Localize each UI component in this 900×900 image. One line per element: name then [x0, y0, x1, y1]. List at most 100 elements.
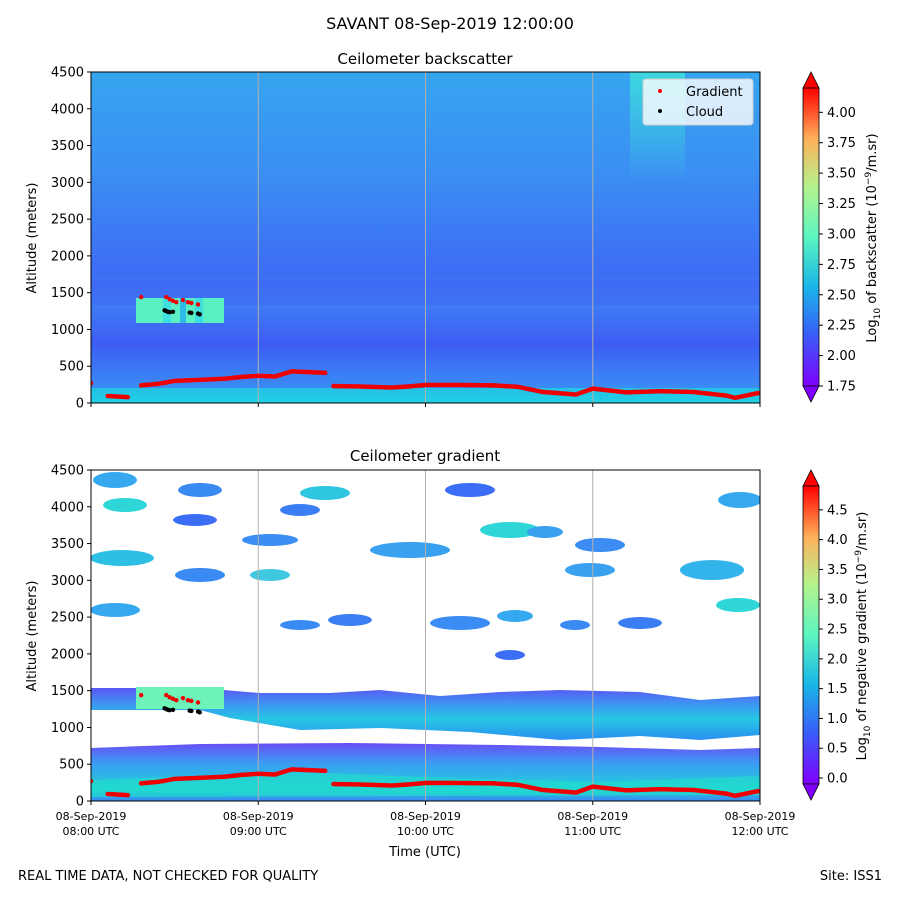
colorbar-tick-label: 3.75 [827, 136, 856, 151]
backscatter-colorbar-label: Log10 of backscatter (10−9/m.sr) [864, 133, 883, 342]
backscatter-panel: 0 500 1000 1500 2000 2500 3000 3500 4000 4500 Cei… [25, 50, 883, 412]
colorbar-tick-label: 3.50 [827, 167, 856, 182]
y-tick-label: 4500 [51, 66, 84, 81]
colorbar-tick-label: 2.75 [827, 258, 856, 273]
colorbar-tick-label: 2.25 [827, 319, 856, 334]
colorbar-tick-label: 0.0 [827, 772, 848, 787]
colorbar-tick-label: 0.5 [827, 742, 848, 757]
backscatter-x-axis [90, 403, 761, 407]
legend-gradient-label: Gradient [686, 85, 743, 100]
cloud-point [167, 309, 172, 315]
colorbar-tick-label: 1.75 [827, 380, 856, 395]
y-tick-label: 1000 [51, 721, 84, 736]
colorbar-extend-max [802, 71, 820, 89]
gradient-point [125, 394, 131, 400]
colorbar-tick-label: 4.5 [827, 503, 848, 518]
gradient-colorbar: 0.0 0.5 1.0 1.5 2.0 2.5 3.0 3.5 4.0 4.5 Log10 of … [802, 469, 873, 801]
gradient-point [164, 692, 169, 698]
gradient-point [180, 297, 186, 303]
colorbar-extend-max [802, 469, 820, 487]
gradient-point [174, 698, 179, 703]
colorbar-scale [802, 87, 820, 387]
y-tick-label: 3000 [51, 176, 84, 191]
y-tick-label: 1000 [51, 323, 84, 338]
gradient-x-label: Time (UTC) [388, 845, 461, 860]
y-tick-label: 4000 [51, 102, 84, 117]
colorbar-ticks: 0.0 0.5 1.0 1.5 2.0 2.5 3.0 3.5 4.0 4.5 [819, 503, 848, 787]
gradient-point [125, 792, 131, 798]
gradient-point [174, 300, 179, 305]
colorbar-tick-label: 2.5 [827, 623, 848, 638]
gradient-point [170, 298, 176, 303]
y-tick-label: 500 [59, 758, 84, 773]
colorbar-tick-label: 3.5 [827, 563, 848, 578]
cloud-point [197, 710, 202, 715]
x-tick-label: 11:00 UTC [564, 825, 621, 838]
gradient-point [189, 698, 194, 704]
x-tick-label: 12:00 UTC [731, 825, 788, 838]
x-tick-label: 08-Sep-2019 [56, 810, 127, 823]
y-tick-label: 4500 [51, 464, 84, 479]
colorbar-extend-min [802, 783, 820, 801]
colorbar-scale [802, 485, 820, 785]
gradient-panel: 0 500 1000 1500 2000 2500 3000 3500 4000 4500 08-… [25, 447, 873, 860]
x-tick-label: 08-Sep-2019 [390, 810, 461, 823]
y-tick-label: 2000 [51, 249, 84, 264]
colorbar-tick-label: 4.00 [827, 106, 856, 121]
y-tick-label: 2500 [51, 213, 84, 228]
gradient-title: Ceilometer gradient [350, 447, 500, 465]
colorbar-ticks: 1.75 2.00 2.25 2.50 2.75 3.00 3.25 3.50 3.75 4.00 [819, 106, 856, 395]
gradient-point [180, 695, 186, 701]
gradient-x-axis: 08-Sep-2019 08:00 UTC 08-Sep-2019 09:00 UTC… [56, 801, 796, 838]
backscatter-title: Ceilometer backscatter [337, 50, 513, 68]
cloud-point [167, 707, 172, 713]
colorbar-tick-label: 1.5 [827, 682, 848, 697]
gradient-point [322, 768, 328, 774]
colorbar-tick-label: 2.50 [827, 288, 856, 303]
site-label: Site: ISS1 [819, 869, 882, 884]
x-tick-label: 08-Sep-2019 [223, 810, 294, 823]
gradient-markers [91, 692, 760, 799]
gradient-point [138, 294, 144, 300]
x-tick-label: 10:00 UTC [397, 825, 454, 838]
y-tick-label: 3000 [51, 574, 84, 589]
x-tick-label: 08-Sep-2019 [725, 810, 796, 823]
y-tick-label: 2000 [51, 647, 84, 662]
cloud-point [189, 708, 194, 714]
gradient-point [755, 390, 760, 396]
x-tick-label: 08:00 UTC [62, 825, 119, 838]
backscatter-markers [91, 294, 760, 401]
colorbar-tick-label: 4.0 [827, 533, 848, 548]
colorbar-tick-label: 3.25 [827, 197, 856, 212]
cloud-point [197, 312, 202, 317]
gradient-grid [257, 470, 594, 801]
gradient-point [755, 788, 760, 794]
y-tick-label: 1500 [51, 286, 84, 301]
gradient-point [91, 380, 94, 386]
y-tick-label: 0 [76, 795, 84, 810]
gradient-point [195, 302, 201, 307]
x-tick-label: 08-Sep-2019 [557, 810, 628, 823]
legend-gradient-marker [658, 89, 662, 93]
colorbar-tick-label: 3.00 [827, 227, 856, 242]
gradient-point [167, 297, 172, 302]
colorbar-tick-label: 2.0 [827, 652, 848, 667]
colorbar-tick-label: 1.0 [827, 712, 848, 727]
gradient-point [189, 300, 194, 306]
gradient-point [185, 698, 191, 703]
x-tick-label: 09:00 UTC [230, 825, 287, 838]
backscatter-y-axis: 0 500 1000 1500 2000 2500 3000 3500 4000 4500 [51, 66, 91, 412]
gradient-point [91, 778, 94, 784]
legend-box [642, 78, 754, 126]
y-tick-label: 3500 [51, 537, 84, 552]
colorbar-tick-label: 3.0 [827, 593, 848, 608]
backscatter-y-label: Altitude (meters) [25, 183, 40, 294]
y-tick-label: 0 [76, 397, 84, 412]
figure-title: SAVANT 08-Sep-2019 12:00:00 [326, 14, 574, 33]
cloud-point [170, 309, 176, 314]
gradient-point [185, 300, 191, 305]
legend-cloud-label: Cloud [686, 105, 723, 120]
cloud-point [170, 707, 176, 712]
y-tick-label: 2500 [51, 611, 84, 626]
